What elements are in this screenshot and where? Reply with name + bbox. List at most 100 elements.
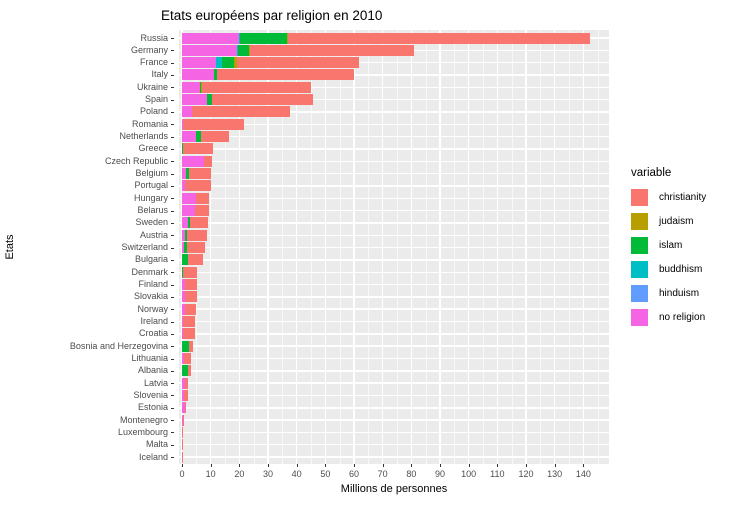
bar-segment-islam	[214, 69, 218, 81]
legend-label: hinduism	[659, 288, 700, 299]
bar-segment-christianity	[204, 155, 212, 167]
bar-segment-islam	[182, 254, 189, 266]
gridline-major-horizontal	[179, 394, 609, 397]
gridline-major-horizontal	[179, 172, 609, 175]
bar-segment-islam	[237, 44, 250, 56]
bar-segment-judaism	[249, 44, 250, 56]
bar-segment-christianity	[188, 168, 211, 180]
gridline-major-horizontal	[179, 259, 609, 261]
bar-segment-no-religion	[182, 106, 193, 118]
y-tick-mark	[171, 235, 174, 237]
x-tick-label: 0	[179, 469, 185, 479]
y-tick-label: Bosnia and Herzegovina	[69, 340, 168, 351]
bar-segment-judaism	[287, 32, 289, 44]
legend-item: buddhism	[631, 261, 706, 278]
bar-segment-no-religion	[182, 69, 215, 81]
bar-segment-christianity	[183, 143, 214, 155]
bar-segment-christianity	[182, 439, 184, 451]
y-tick-mark	[171, 395, 174, 397]
y-tick-mark	[171, 259, 174, 261]
legend-item: judaism	[631, 213, 706, 230]
gridline-major-horizontal	[179, 222, 609, 224]
y-tick-mark	[171, 111, 174, 113]
gridline-major-horizontal	[179, 160, 609, 162]
bar-segment-christianity	[182, 451, 183, 463]
y-tick-label: Malta	[145, 439, 168, 450]
y-tick-mark	[171, 173, 174, 175]
bar-segment-christianity	[183, 316, 195, 328]
y-tick-label: Belarus	[137, 205, 168, 216]
y-tick-mark	[171, 346, 174, 348]
y-tick-mark	[171, 87, 174, 89]
y-tick-mark	[171, 309, 174, 311]
bar-segment-islam	[188, 217, 191, 229]
y-tick-label: Latvia	[143, 377, 168, 388]
bar-segment-no-religion	[182, 118, 183, 130]
bar-segment-no-religion	[182, 353, 185, 364]
bar-segment-christianity	[190, 217, 209, 229]
x-tick-mark	[354, 464, 355, 467]
y-tick-label: Ireland	[140, 316, 168, 327]
y-axis-labels: Russia Germany France Italy Ukraine Spain Pola…	[0, 30, 175, 464]
bar-segment-christianity	[184, 279, 198, 291]
bar-segment-no-religion	[182, 389, 184, 401]
x-tick-mark	[468, 464, 470, 467]
bar-segment-christianity	[185, 303, 197, 315]
y-tick-label: Germany	[130, 44, 168, 55]
y-tick-mark	[171, 457, 174, 459]
legend-swatch-buddhism	[631, 261, 648, 278]
bar-segment-islam	[222, 57, 235, 69]
gridline-major-horizontal	[179, 111, 609, 113]
gridline-major-horizontal	[179, 444, 609, 446]
y-tick-mark	[171, 272, 174, 274]
bar-segment-christianity	[182, 426, 184, 438]
bar-segment-islam	[206, 94, 213, 106]
y-tick-mark	[171, 185, 174, 187]
y-tick-mark	[171, 358, 174, 360]
y-tick-label: Montenegro	[119, 414, 168, 425]
gridline-major-horizontal	[179, 197, 609, 199]
y-tick-label: Albania	[137, 365, 168, 376]
x-tick-label: 140	[575, 469, 591, 479]
y-tick-label: Belgium	[135, 168, 168, 179]
x-tick-label: 100	[461, 469, 477, 479]
bar-segment-christianity	[184, 402, 186, 414]
y-tick-label: Czech Republic	[104, 155, 168, 166]
x-tick-mark	[497, 464, 499, 467]
bar-segment-no-religion	[182, 414, 183, 426]
y-tick-label: Lithuania	[131, 353, 168, 363]
bar-segment-christianity	[192, 106, 291, 118]
x-tick-mark	[239, 464, 241, 467]
y-tick-label: Spain	[144, 94, 168, 105]
x-tick-mark	[325, 464, 327, 467]
y-tick-mark	[171, 222, 174, 224]
x-tick-label: 60	[348, 469, 360, 479]
bar-segment-islam	[182, 118, 184, 130]
gridline-major-horizontal	[179, 382, 609, 384]
y-tick-label: Romania	[131, 118, 168, 129]
bar-segment-no-religion	[182, 94, 207, 106]
legend-swatch-judaism	[631, 213, 648, 230]
bar-segment-buddhism	[239, 32, 241, 44]
gridline-major-horizontal	[179, 431, 609, 434]
gridline-major-horizontal	[179, 419, 609, 421]
y-tick-label: Norway	[137, 303, 168, 314]
bar-segment-no-religion	[182, 402, 185, 414]
bar-segment-no-religion	[182, 180, 186, 192]
bar-segment-no-religion	[182, 328, 184, 340]
gridline-major-horizontal	[179, 234, 609, 236]
x-tick-mark	[182, 464, 183, 467]
y-tick-label: Portugal	[134, 180, 168, 191]
gridline-major-horizontal	[179, 74, 609, 76]
bar-segment-christianity	[183, 266, 198, 278]
x-axis-title: Millions de personnes	[340, 483, 448, 495]
bar-segment-christianity	[187, 229, 207, 241]
x-tick-label: 80	[406, 469, 417, 479]
bar-segment-no-religion	[182, 155, 205, 167]
bar-segment-christianity	[237, 57, 360, 69]
bar-segment-no-religion	[182, 303, 185, 315]
gridline-major-horizontal	[179, 370, 609, 372]
gridline-major-horizontal	[179, 320, 609, 323]
legend-item: hinduism	[631, 285, 706, 302]
x-tick-mark	[210, 464, 212, 467]
